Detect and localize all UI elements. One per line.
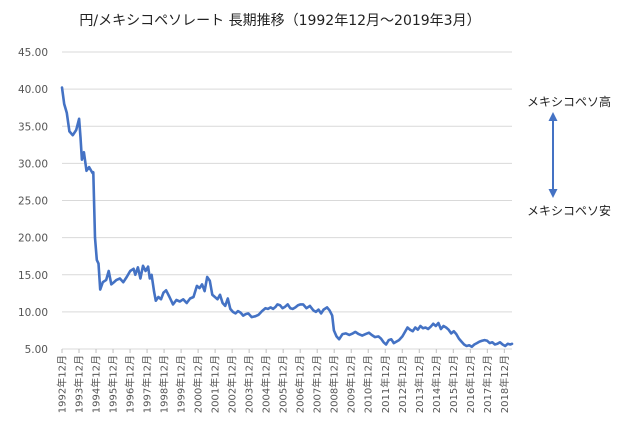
x-tick-label: 2014年12月 (430, 355, 443, 413)
x-tick-label: 2016年12月 (464, 355, 477, 413)
x-tick-label: 2015年12月 (447, 355, 460, 413)
x-tick-label: 1994年12月 (90, 355, 103, 413)
x-tick-label: 2011年12月 (379, 355, 392, 413)
x-tick-label: 1998年12月 (158, 355, 171, 413)
x-tick-label: 2000年12月 (192, 355, 205, 413)
x-tick-label: 1999年12月 (175, 355, 188, 413)
series-line (60, 86, 514, 349)
arrow-head-up (548, 112, 558, 121)
x-axis-ticks: 1992年12月 1993年12月 1994年12月 1995年12月 1996年12月… (56, 349, 511, 413)
direction-arrow (548, 112, 558, 198)
y-tick-label: 45.00 (18, 47, 48, 59)
y-tick-label: 5.00 (25, 344, 48, 356)
x-tick-label: 1997年12月 (141, 355, 154, 413)
y-tick-label: 35.00 (18, 121, 48, 133)
x-tick-label: 2006年12月 (294, 355, 307, 413)
arrow-head-down (548, 189, 558, 198)
y-tick-label: 15.00 (18, 270, 48, 282)
x-tick-label: 2009年12月 (345, 355, 358, 413)
x-tick-label: 2003年12月 (243, 355, 256, 413)
x-tick-label: 2017年12月 (481, 355, 494, 413)
x-tick-label: 1993年12月 (73, 355, 86, 413)
annotation-peso-strong: メキシコペソ高 (527, 95, 612, 109)
y-tick-label: 10.00 (18, 307, 48, 319)
x-tick-label: 2005年12月 (277, 355, 290, 413)
x-tick-label: 1995年12月 (107, 355, 120, 413)
chart-title: 円/メキシコペソレート 長期推移（1992年12月～2019年3月） (79, 13, 481, 29)
x-tick-label: 2004年12月 (260, 355, 273, 413)
x-tick-label: 2012年12月 (396, 355, 409, 413)
y-tick-label: 25.00 (18, 196, 48, 208)
x-tick-label: 2007年12月 (311, 355, 324, 413)
x-tick-label: 1992年12月 (56, 355, 69, 413)
y-tick-label: 20.00 (18, 233, 48, 245)
gridlines (62, 51, 512, 350)
y-tick-label: 30.00 (18, 158, 48, 170)
x-tick-label: 2010年12月 (362, 355, 375, 413)
series-layer (60, 86, 514, 349)
x-tick-label: 2002年12月 (226, 355, 239, 413)
x-tick-label: 2008年12月 (328, 355, 341, 413)
annotation-peso-weak: メキシコペソ安 (527, 204, 612, 218)
x-tick-label: 2018年12月 (498, 355, 511, 413)
x-tick-label: 1996年12月 (124, 355, 137, 413)
y-tick-label: 40.00 (18, 84, 48, 96)
x-tick-label: 2013年12月 (413, 355, 426, 413)
x-tick-label: 2001年12月 (209, 355, 222, 413)
y-axis-ticks: 5.00 10.00 15.00 20.00 25.00 30.00 35.00 40.00 4… (18, 47, 48, 356)
